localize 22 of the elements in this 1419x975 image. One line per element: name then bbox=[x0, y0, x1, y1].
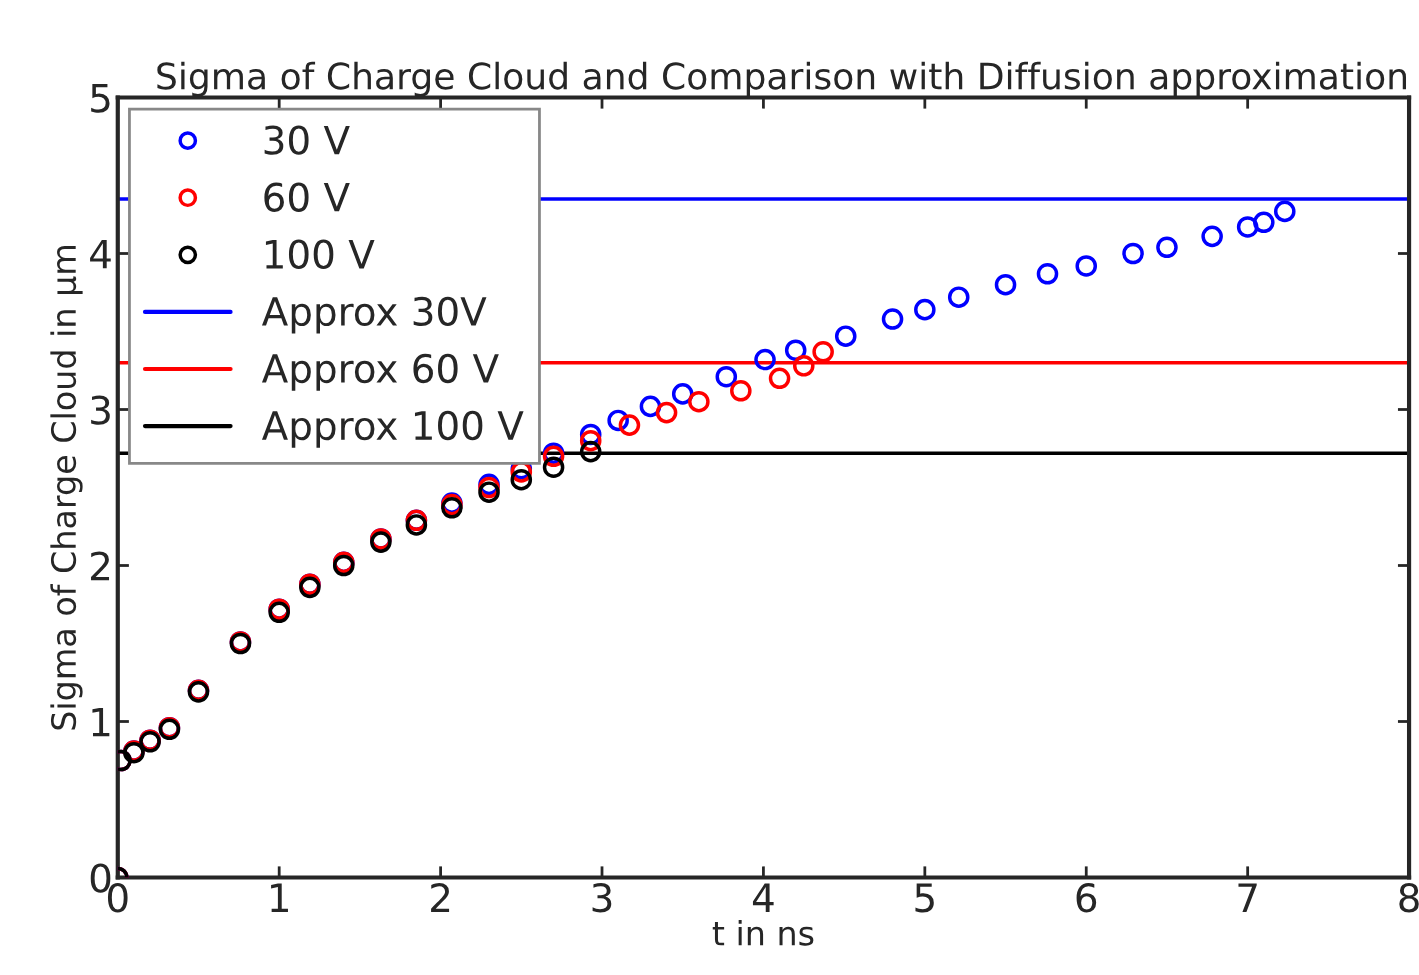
x-tick-label: 6 bbox=[1076, 883, 1097, 913]
y-tick-label: 5 bbox=[91, 83, 110, 113]
y-tick-label: 4 bbox=[90, 239, 111, 269]
ref-line-label: Approx 60 V bbox=[261, 353, 499, 391]
legend-label: 100 V bbox=[265, 239, 375, 269]
legend-label: Approx 30V bbox=[261, 296, 487, 334]
legend-label: 60 V bbox=[264, 182, 350, 212]
chart-title: Sigma of Charge Cloud and Comparison with Diffusion approximation bbox=[157, 61, 1407, 97]
y-axis-title: Sigma of Charge Cloud in µm bbox=[50, 246, 83, 730]
x-tick-label: 3 bbox=[592, 883, 612, 913]
legend-label: 30 V bbox=[264, 125, 350, 155]
x-tick-label: 7 bbox=[1238, 883, 1257, 912]
y-tick-label: 1 bbox=[92, 707, 110, 737]
x-tick-label: 4 bbox=[752, 883, 774, 912]
x-tick-label: 5 bbox=[915, 883, 934, 913]
x-tick-label: 8 bbox=[1399, 883, 1419, 913]
y-tick-label: 2 bbox=[91, 551, 110, 581]
x-tick-label: 1 bbox=[271, 883, 288, 912]
x-tick-label: 2 bbox=[431, 883, 450, 912]
x-axis-title: t in ns bbox=[712, 920, 814, 946]
y-tick-label: 3 bbox=[91, 395, 110, 425]
ref-line-label: Approx 100 V bbox=[261, 410, 524, 448]
